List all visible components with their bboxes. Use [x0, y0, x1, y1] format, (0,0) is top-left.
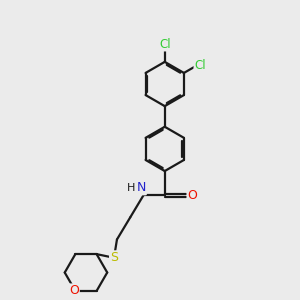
Text: O: O — [69, 284, 79, 297]
Text: Cl: Cl — [159, 38, 171, 50]
Text: H: H — [127, 183, 135, 193]
Text: O: O — [188, 189, 197, 202]
Text: N: N — [136, 181, 146, 194]
Text: Cl: Cl — [194, 59, 206, 72]
Text: S: S — [110, 251, 118, 264]
